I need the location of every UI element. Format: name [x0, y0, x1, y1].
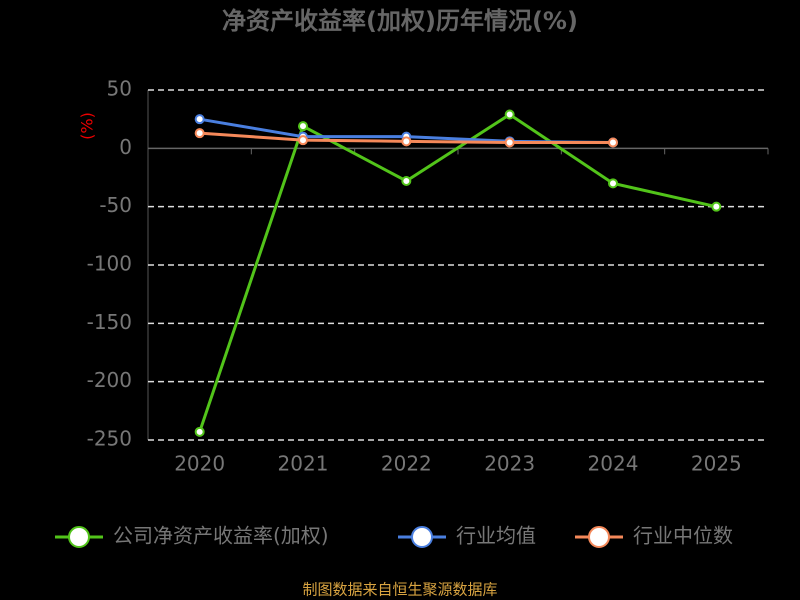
data-point — [608, 137, 618, 148]
x-tick-label: 2023 — [484, 452, 535, 476]
data-point — [504, 109, 515, 120]
x-tick-label: 2025 — [691, 452, 742, 476]
legend-marker — [588, 526, 610, 548]
legend-label: 公司净资产收益率(加权) — [113, 524, 329, 548]
y-tick-label: -250 — [87, 427, 132, 451]
x-tick-label: 2022 — [381, 452, 432, 476]
chart-title: 净资产收益率(加权)历年情况(%) — [222, 7, 578, 35]
y-tick-label: 0 — [119, 135, 132, 159]
data-point — [608, 178, 618, 189]
legend-marker — [68, 526, 90, 548]
x-tick-label: 2024 — [588, 452, 639, 476]
data-point — [504, 137, 515, 148]
y-tick-label: -100 — [87, 252, 132, 276]
data-point — [401, 176, 412, 186]
series-line — [198, 112, 717, 433]
y-tick-label: -50 — [99, 193, 132, 217]
legend-marker — [411, 526, 433, 548]
data-point — [194, 426, 205, 437]
legend-label: 行业均值 — [456, 524, 536, 548]
x-tick-label: 2020 — [174, 452, 225, 476]
x-tick-label: 2021 — [278, 452, 329, 476]
y-tick-label: -200 — [87, 368, 132, 392]
data-point — [298, 135, 308, 146]
y-tick-label: 50 — [107, 77, 132, 101]
y-axis-label: (%) — [78, 112, 97, 140]
data-point — [401, 136, 412, 147]
legend-label: 行业中位数 — [633, 524, 733, 548]
data-point — [194, 128, 205, 139]
data-point — [194, 114, 205, 125]
source-note: 制图数据来自恒生聚源数据库 — [302, 581, 497, 599]
data-point — [298, 121, 308, 132]
data-point — [711, 201, 722, 212]
y-tick-label: -150 — [87, 310, 132, 334]
